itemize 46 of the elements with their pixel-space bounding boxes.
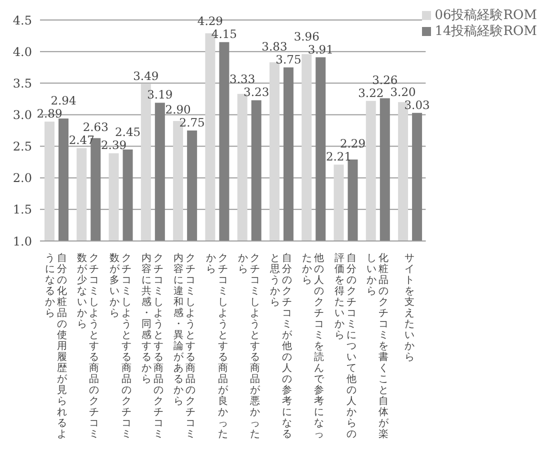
data-label: 2.21 [326, 150, 352, 164]
data-label: 3.75 [276, 52, 302, 66]
legend-label: 14投稿経験ROM [434, 24, 537, 39]
y-tick-label: 2.5 [12, 140, 32, 154]
data-label: 3.33 [230, 72, 256, 86]
data-label: 3.49 [133, 68, 159, 83]
legend-label: 06投稿経験ROM [434, 8, 537, 23]
data-label: 2.47 [68, 133, 94, 148]
category-label: 化粧品のクチコミを書くこと自体が楽しいから [366, 253, 388, 440]
category-label: クチコミしようとする商品のクチコミ内容に違和感・異論があるから [174, 253, 196, 440]
y-tick-label: 4.0 [12, 44, 32, 59]
category-label: クチコミしようとする商品のクチコミ数が少ないから [77, 253, 100, 440]
category-label: 自分のクチコミについて他の人からの評価を得たいから [334, 253, 356, 440]
data-label: 2.75 [179, 116, 205, 130]
data-label: 2.39 [100, 138, 127, 152]
category-label: クチコミしようとする商品が良かったから [206, 253, 228, 440]
data-label: 2.45 [114, 125, 141, 140]
data-label: 3.91 [308, 42, 334, 56]
category-label: クチコミしようとする商品のクチコミ内容に共感・同感するから [141, 253, 164, 440]
data-label: 4.15 [211, 27, 238, 42]
data-label: 3.23 [244, 85, 270, 100]
category-label: 自分の化粧品の使用履歴が見られるようになるから [45, 253, 68, 440]
data-label: 3.96 [294, 29, 320, 44]
data-label: 2.63 [82, 120, 108, 134]
y-tick-label: 2.0 [12, 171, 32, 186]
category-label: 他の人のクチコミを読んで参考になったから [302, 253, 324, 440]
category-label: クチコミしようとする商品が悪かったから [238, 253, 260, 440]
y-tick-label: 4.5 [12, 13, 32, 28]
data-label: 3.03 [404, 98, 430, 112]
y-tick-label: 1.5 [12, 202, 32, 217]
category-label: クチコミしようとする商品のクチコミ数が多いから [109, 253, 132, 440]
data-label: 3.22 [358, 86, 384, 100]
data-label: 2.29 [340, 136, 366, 151]
category-label: 自分のクチコミが他の人の参考になると思うから [270, 253, 292, 440]
data-label: 3.19 [147, 88, 173, 102]
data-label: 2.94 [50, 94, 76, 108]
data-label: 4.29 [197, 14, 224, 28]
y-tick-label: 3.0 [12, 108, 32, 122]
data-label: 3.20 [390, 84, 416, 99]
data-label: 2.89 [36, 106, 62, 121]
y-tick-label: 3.5 [12, 76, 32, 90]
y-tick-label: 1.0 [12, 234, 32, 248]
data-label: 3.83 [262, 39, 288, 54]
data-label: 2.90 [165, 102, 191, 116]
category-label: サイトを支えたいから [404, 253, 415, 363]
data-label: 3.26 [372, 72, 398, 87]
